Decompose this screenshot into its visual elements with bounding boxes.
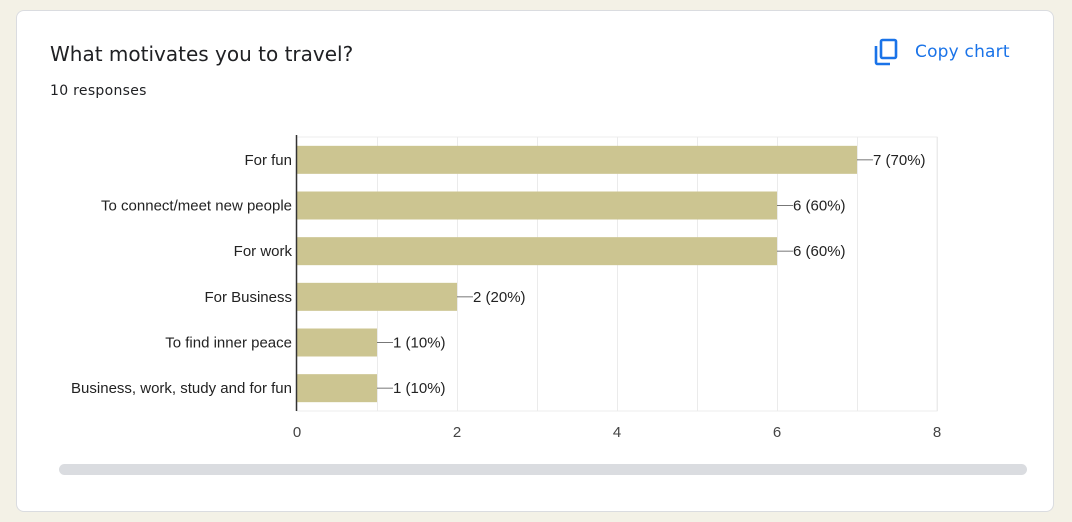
category-label: Business, work, study and for fun [71, 380, 292, 397]
data-label: 6 (60%) [793, 198, 846, 215]
bar [297, 374, 377, 403]
bar [297, 145, 857, 174]
data-label: 2 (20%) [473, 289, 526, 306]
data-label: 1 (10%) [393, 335, 446, 352]
response-count: 10 responses [50, 83, 147, 99]
bar [297, 282, 457, 311]
data-label: 1 (10%) [393, 380, 446, 397]
x-tick-label: 6 [773, 424, 781, 441]
category-label: For fun [244, 152, 292, 169]
data-label: 7 (70%) [873, 152, 926, 169]
x-tick-label: 2 [453, 424, 461, 441]
question-title: What motivates you to travel? [50, 42, 354, 66]
bar [297, 328, 377, 357]
horizontal-scrollbar[interactable] [59, 464, 1027, 475]
category-label: To find inner peace [165, 335, 292, 352]
copy-icon [873, 38, 899, 66]
x-tick-label: 8 [933, 424, 941, 441]
x-tick-label: 0 [293, 424, 301, 441]
copy-chart-label: Copy chart [915, 42, 1010, 62]
data-label: 6 (60%) [793, 243, 846, 260]
bar [297, 237, 777, 266]
category-label: For work [234, 243, 293, 260]
bar [297, 191, 777, 220]
category-label: For Business [204, 289, 292, 306]
copy-chart-button[interactable]: Copy chart [873, 35, 1010, 69]
x-tick-label: 4 [613, 424, 621, 441]
chart-card: What motivates you to travel? 10 respons… [16, 10, 1054, 512]
bar-chart: 0 2 4 6 8 For fun 7 (70%) To connect/meet new p… [71, 135, 941, 441]
category-label: To connect/meet new people [101, 198, 292, 215]
